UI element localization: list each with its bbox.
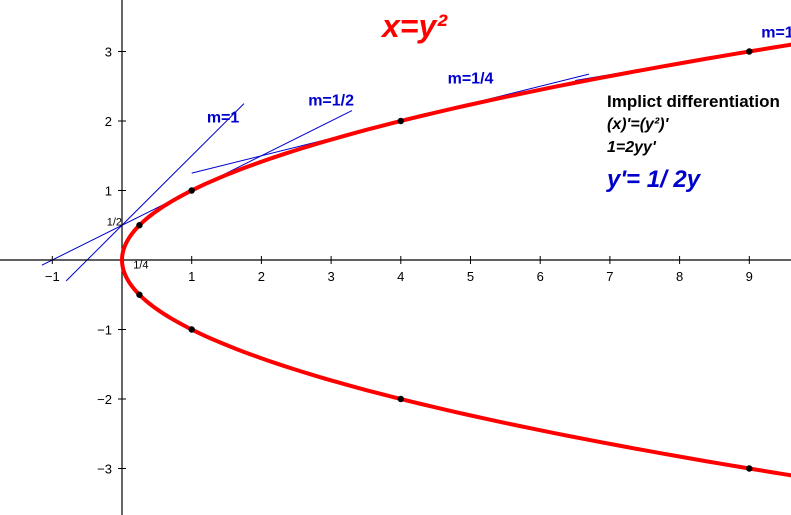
annotation-result: y'= 1/ 2y bbox=[606, 166, 702, 193]
data-point bbox=[397, 395, 404, 403]
x-tick-label: −1 bbox=[45, 269, 60, 284]
data-point bbox=[136, 222, 143, 229]
data-point bbox=[188, 326, 195, 333]
data-point bbox=[397, 117, 404, 125]
y-tick-label: −3 bbox=[97, 462, 112, 477]
data-point bbox=[188, 187, 195, 194]
y-tick-label: 1 bbox=[105, 184, 112, 199]
point-labels: 1/2 1/4 bbox=[107, 216, 149, 271]
x-tick-label: 4 bbox=[397, 269, 404, 284]
tangent-lines bbox=[41, 44, 791, 282]
point-label: 1/2 bbox=[107, 216, 122, 228]
tick-labels: −1 1 2 3 4 5 6 7 8 9 3 2 1 −1 −2 −3 bbox=[45, 45, 753, 477]
x-tick-label: 2 bbox=[258, 269, 265, 284]
y-tick-label: −1 bbox=[97, 323, 112, 338]
x-tick-label: 9 bbox=[746, 269, 753, 284]
slope-label: m=1/6 bbox=[761, 25, 791, 42]
x-tick-label: 3 bbox=[327, 269, 334, 284]
slope-label: m=1/4 bbox=[448, 70, 494, 87]
data-point bbox=[746, 465, 753, 472]
slope-label: m=1 bbox=[207, 109, 240, 126]
slope-label: m=1/2 bbox=[308, 93, 354, 110]
chart-title: x=y² bbox=[380, 8, 448, 44]
annotation-line1: Implict differentiation bbox=[607, 92, 780, 111]
y-tick-label: −2 bbox=[97, 392, 112, 407]
x-tick-label: 1 bbox=[188, 269, 195, 284]
x-tick-label: 6 bbox=[537, 269, 544, 284]
data-points bbox=[136, 48, 753, 472]
curve bbox=[119, 42, 791, 478]
x-tick-label: 7 bbox=[606, 269, 613, 284]
x-tick-label: 8 bbox=[676, 269, 683, 284]
annotation-line2: (x)'=(y²)' bbox=[607, 116, 670, 133]
point-label: 1/4 bbox=[133, 259, 148, 271]
data-point bbox=[746, 48, 753, 55]
annotation-line3: 1=2yy' bbox=[607, 139, 657, 156]
slope-labels: m=1 m=1/2 m=1/4 m=1/6 bbox=[207, 25, 791, 127]
y-tick-label: 3 bbox=[105, 45, 112, 60]
tangent-line-1 bbox=[65, 103, 245, 282]
x-tick-label: 5 bbox=[467, 269, 474, 284]
data-point bbox=[136, 291, 143, 298]
y-tick-label: 2 bbox=[105, 114, 112, 129]
